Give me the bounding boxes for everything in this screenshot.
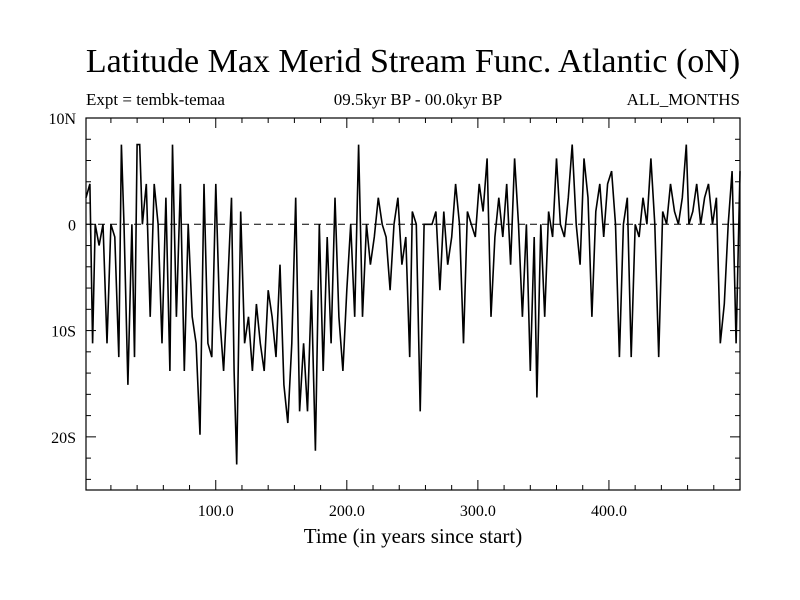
plot-frame — [85, 117, 741, 491]
x-tick-label: 400.0 — [591, 503, 627, 520]
x-tick-label: 200.0 — [329, 503, 365, 520]
y-tick-label: 0 — [68, 217, 76, 234]
time-range-label: 09.5kyr BP - 00.0kyr BP — [333, 90, 503, 109]
y-tick-label: 20S — [51, 430, 76, 447]
x-tick-label: 100.0 — [198, 503, 234, 520]
series-line-latitude_max — [85, 143, 741, 465]
chart-title: Latitude Max Merid Stream Func. Atlantic… — [85, 43, 741, 80]
y-tick-label: 10S — [51, 324, 76, 341]
experiment-label: Expt = tembk-temaa — [86, 90, 225, 109]
months-label: ALL_MONTHS — [626, 90, 740, 109]
axis-ticks — [86, 118, 740, 490]
x-axis-label: Time (in years since start) — [303, 524, 523, 548]
x-tick-label: 300.0 — [460, 503, 496, 520]
y-tick-label: 10N — [48, 111, 76, 128]
data-series — [85, 143, 741, 465]
tick-labels: 100.0 200.0 300.0 400.0 10N 0 10S 20S — [48, 111, 627, 520]
